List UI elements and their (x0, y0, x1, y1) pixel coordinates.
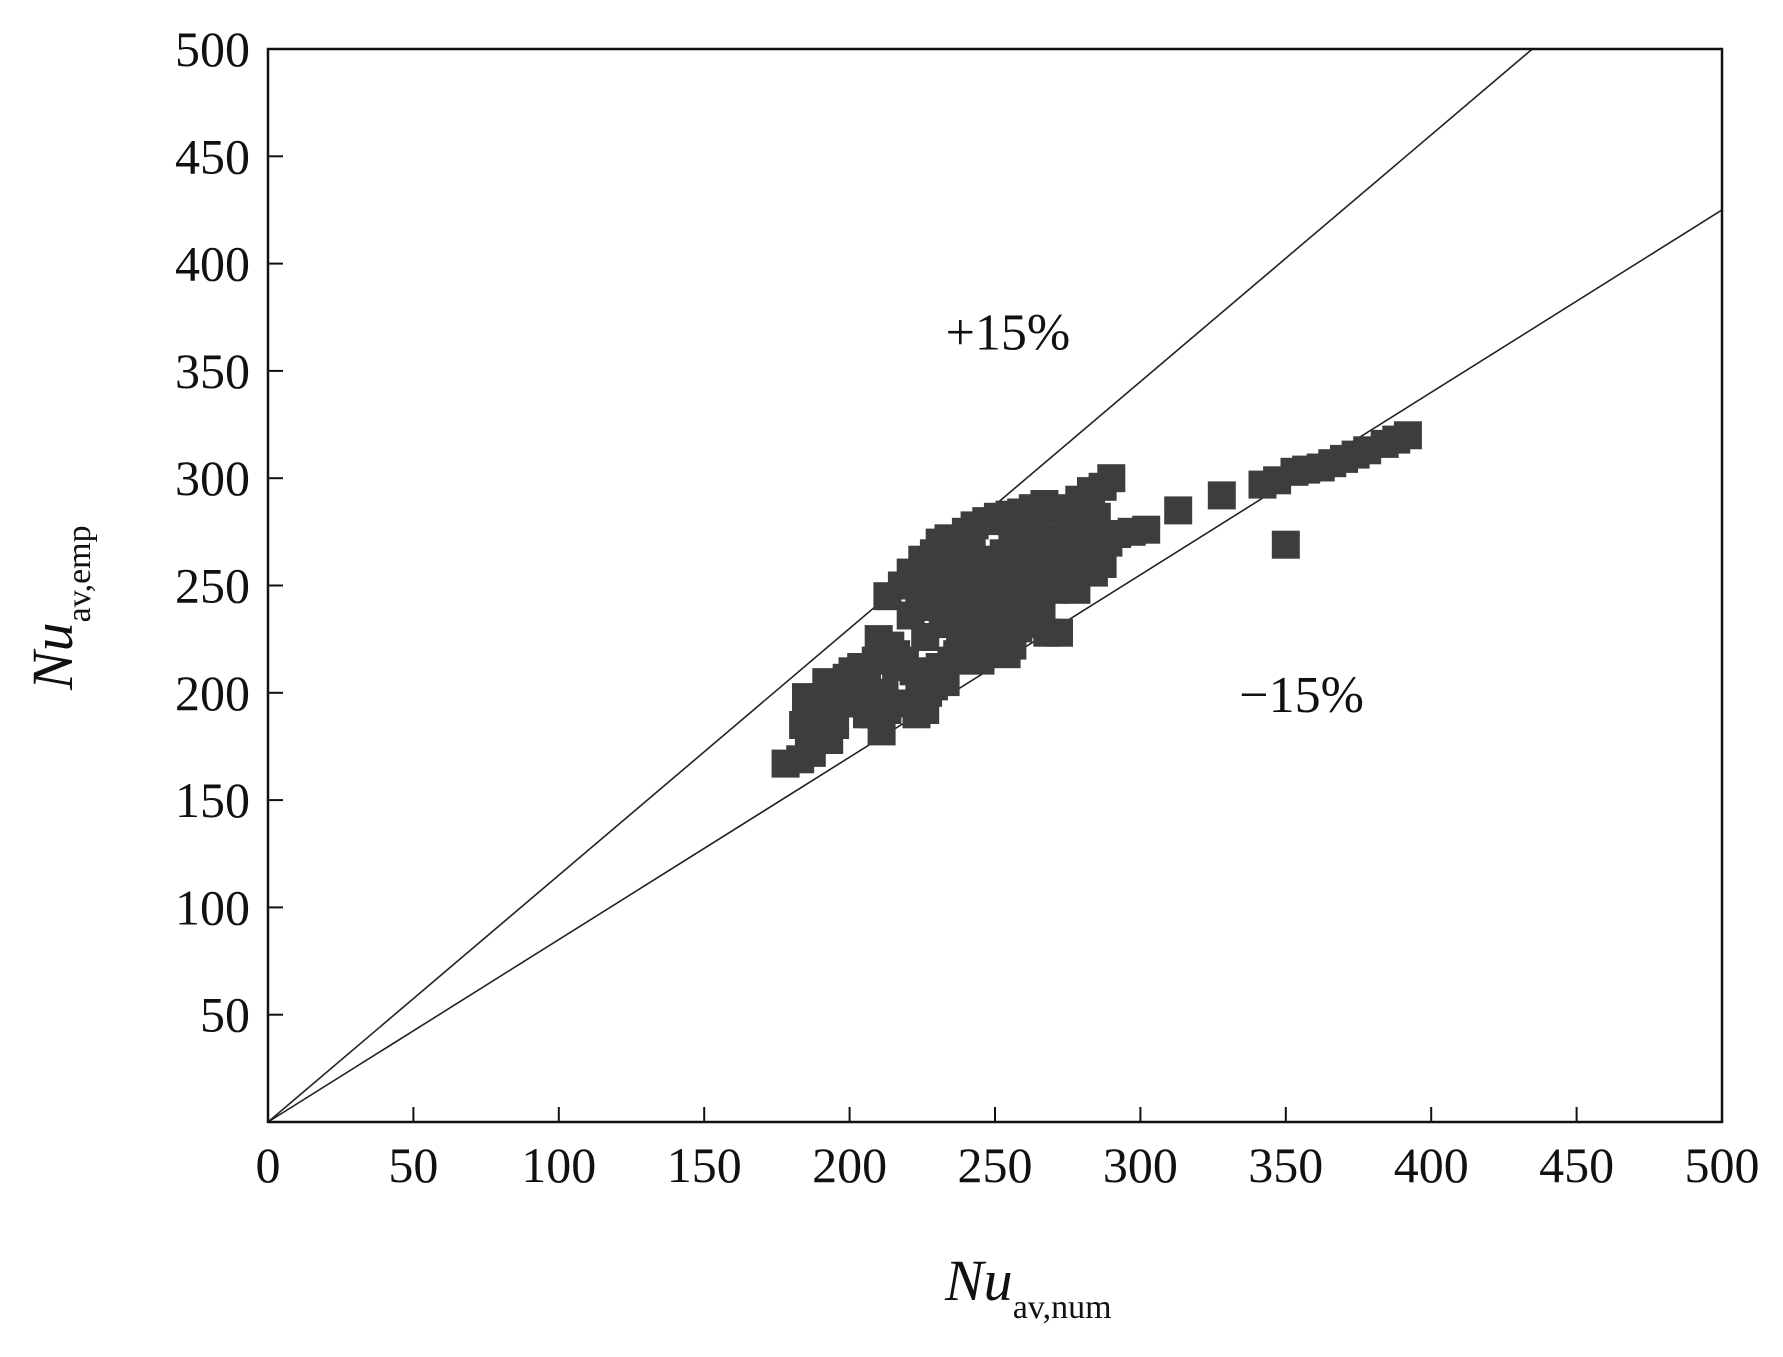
data-point (992, 640, 1021, 669)
axis-ticks: 0 50 100 150 200 250 300 350 400 450 500 50 100 150 20… (175, 21, 1760, 1193)
data-point (1271, 530, 1300, 559)
x-tick-label: 50 (388, 1137, 438, 1193)
band-labels: +15% −15% (946, 304, 1364, 724)
x-tick-label: 200 (812, 1137, 887, 1193)
data-point (867, 717, 896, 746)
x-tick-label: 100 (521, 1137, 596, 1193)
y-tick-label: 300 (175, 450, 250, 506)
data-point (1045, 618, 1073, 647)
data-point (1393, 421, 1422, 450)
data-points (771, 421, 1422, 778)
data-point (1207, 481, 1236, 510)
upper-band-label: +15% (946, 304, 1071, 361)
y-tick-label: 100 (175, 879, 250, 935)
x-tick-label: 0 (256, 1137, 281, 1193)
y-axis-label-sub: av,emp (61, 525, 98, 622)
y-tick-label: 350 (175, 343, 250, 399)
y-tick-label: 200 (175, 665, 250, 721)
y-tick-label: 400 (175, 236, 250, 292)
data-point (1097, 464, 1126, 493)
data-point (946, 625, 975, 654)
x-tick-label: 150 (667, 1137, 742, 1193)
y-axis-label-main: Nu (20, 622, 85, 691)
x-tick-label: 400 (1394, 1137, 1469, 1193)
x-axis-label-sub: av,num (1013, 1289, 1112, 1326)
y-tick-label: 250 (175, 558, 250, 614)
data-point (873, 582, 902, 611)
data-point (917, 554, 945, 583)
data-point (1088, 550, 1117, 578)
y-tick-label: 450 (175, 128, 250, 184)
x-tick-label: 250 (958, 1137, 1033, 1193)
x-tick-label: 350 (1248, 1137, 1323, 1193)
x-tick-label: 500 (1685, 1137, 1760, 1193)
y-tick-label: 50 (200, 987, 250, 1043)
x-axis-label-main: Nu (944, 1248, 1013, 1313)
lower-band-label: −15% (1239, 667, 1364, 724)
data-point (1164, 496, 1193, 525)
data-point (1132, 515, 1161, 544)
y-axis-label: Nuav,emp (20, 525, 98, 691)
x-tick-label: 300 (1103, 1137, 1178, 1193)
x-tick-label: 450 (1539, 1137, 1614, 1193)
x-axis-label: Nuav,num (944, 1248, 1112, 1326)
y-tick-label: 500 (175, 21, 250, 77)
data-point (815, 726, 844, 754)
y-tick-label: 150 (175, 772, 250, 828)
